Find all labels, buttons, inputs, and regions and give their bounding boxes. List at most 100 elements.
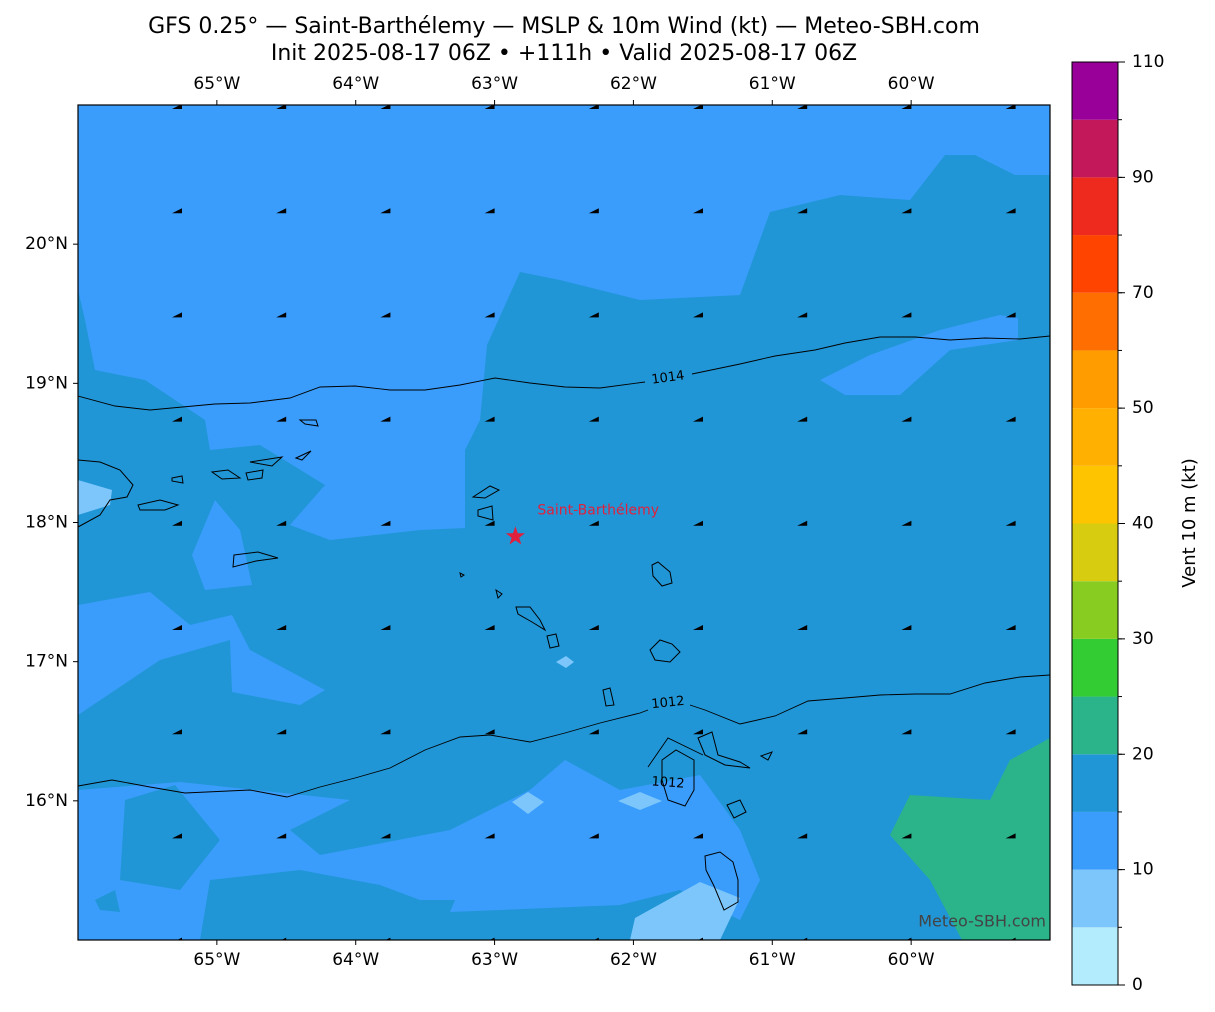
wind-barb (172, 520, 182, 526)
colorbar-segment (1072, 927, 1118, 985)
y-tick-label: 20°N (25, 234, 68, 254)
wind-barb (484, 520, 495, 526)
wind-field (512, 792, 544, 814)
subtitle: Init 2025-08-17 06Z • +111h • Valid 2025… (271, 41, 857, 66)
wind-barb (588, 833, 599, 839)
wind-field (78, 592, 325, 715)
wind-barb (484, 729, 495, 735)
wind-barb (276, 833, 287, 839)
colorbar-tick-label: 110 (1132, 52, 1164, 72)
colorbar-tick-label: 40 (1132, 514, 1154, 534)
wind-field (95, 890, 120, 912)
x-tick-label: 65°W (193, 950, 240, 970)
colorbar-segment (1072, 235, 1118, 293)
colorbar-segment (1072, 869, 1118, 928)
wind-barb (693, 729, 703, 735)
x-tick-label-top: 60°W (888, 74, 935, 94)
wind-barb (276, 312, 287, 318)
wind-barb (588, 416, 599, 422)
colorbar-tick-label: 10 (1132, 860, 1154, 880)
wind-barb (172, 208, 182, 214)
wind-barb (484, 312, 495, 318)
wind-barb (693, 625, 703, 630)
wind-barb (693, 416, 703, 422)
wind-barb (588, 312, 599, 318)
wind-barb (172, 625, 182, 630)
wind-barb (276, 729, 287, 735)
wind-barb (484, 625, 495, 630)
x-tick-label: 62°W (610, 950, 657, 970)
wind-field (820, 315, 1018, 395)
wind-barb (380, 833, 391, 839)
colorbar-segment (1072, 119, 1118, 178)
wind-barb (797, 105, 808, 109)
x-tick-label: 64°W (332, 950, 379, 970)
y-tick-label: 17°N (25, 652, 68, 672)
x-tick-label: 63°W (471, 950, 518, 970)
wind-barb (901, 208, 912, 214)
location-marker (505, 526, 525, 545)
colorbar-segment (1072, 754, 1118, 812)
wind-barb (588, 208, 599, 214)
colorbar-segment (1072, 62, 1118, 120)
wind-field (890, 738, 1050, 940)
wind-field (618, 792, 662, 810)
wind-barb (1005, 625, 1016, 630)
isobar-label: 1012 (651, 694, 685, 712)
wind-barb (797, 520, 808, 526)
wind-barb (172, 312, 182, 318)
wind-barb (797, 312, 808, 318)
y-tick-label: 18°N (25, 513, 68, 533)
wind-barb (276, 416, 287, 422)
x-tick-label: 60°W (888, 950, 935, 970)
colorbar-segment (1072, 408, 1118, 466)
wind-barb (1005, 312, 1016, 318)
wind-barb (276, 520, 287, 526)
wind-barb (797, 208, 808, 214)
wind-barb (901, 625, 912, 630)
wind-barb (1005, 208, 1016, 214)
wind-barb (276, 105, 287, 109)
wind-field (630, 882, 740, 940)
colorbar-tick-label: 50 (1132, 398, 1154, 418)
colorbar-tick-label: 0 (1132, 975, 1143, 995)
wind-barb (901, 416, 912, 422)
wind-barb (901, 105, 912, 109)
wind-barb (484, 416, 495, 422)
wind-barb (276, 625, 287, 630)
wind-barb (693, 312, 703, 318)
wind-barb (901, 729, 912, 735)
wind-barb (693, 520, 703, 526)
wind-field (78, 760, 760, 940)
wind-barb (797, 833, 808, 839)
wind-field (556, 656, 574, 668)
wind-barb (1005, 729, 1016, 735)
colorbar-label: Vent 10 m (kt) (1179, 458, 1200, 588)
colorbar-segment (1072, 696, 1118, 755)
wind-barb (380, 625, 391, 630)
wind-field (120, 785, 220, 890)
isobar-label: 1012 (651, 774, 685, 791)
wind-barb (588, 625, 599, 630)
wind-barb (380, 208, 391, 214)
x-tick-label-top: 62°W (610, 74, 657, 94)
wind-barb (901, 520, 912, 526)
colorbar-tick-label: 70 (1132, 283, 1154, 303)
wind-barb (172, 729, 182, 735)
title: GFS 0.25° — Saint-Barthélemy — MSLP & 10… (148, 14, 980, 39)
colorbar-tick-label: 90 (1132, 167, 1154, 187)
wind-barb (1005, 833, 1016, 839)
wind-barb (484, 105, 495, 109)
wind-barb (588, 105, 599, 109)
wind-barb (693, 833, 703, 839)
colorbar-tick-label: 20 (1132, 744, 1154, 764)
x-tick-label: 61°W (749, 950, 796, 970)
wind-barb (380, 520, 391, 526)
isobar-label: 1014 (651, 368, 686, 387)
wind-barb (172, 105, 182, 109)
map-area (78, 105, 1050, 940)
wind-barb (172, 833, 182, 839)
wind-barb (693, 208, 703, 214)
wind-barb (1005, 520, 1016, 526)
colorbar-segment (1072, 350, 1118, 409)
